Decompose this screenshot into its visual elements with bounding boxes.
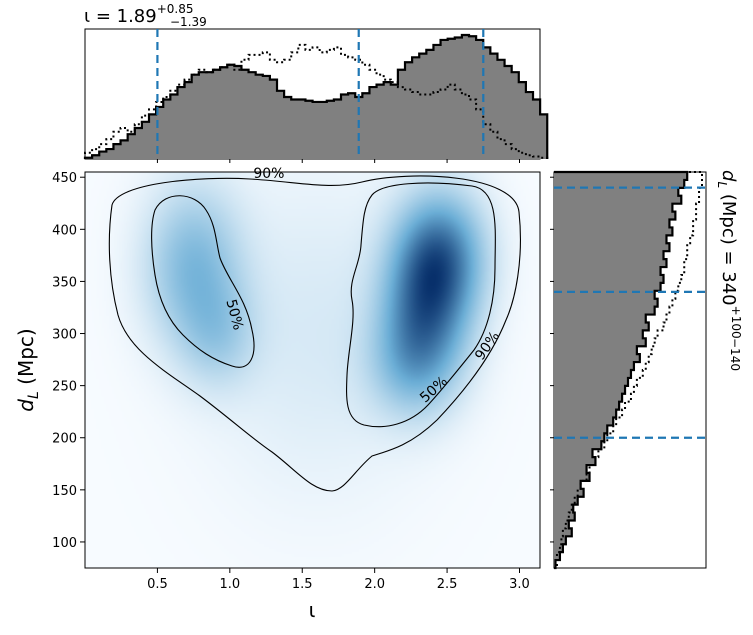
y-tick-label: 400 [52, 223, 77, 238]
dl-histogram-solid [554, 170, 689, 570]
x-tick-label: 2.5 [437, 577, 458, 592]
contour-lines [108, 175, 521, 492]
contour-label: 50% [222, 298, 246, 332]
iota-histogram-fill [85, 35, 548, 159]
top-panel-title: ι = 1.89+0.85 [84, 2, 193, 27]
y-tick-label: 350 [52, 275, 77, 290]
top-panel-title-sub: −1.39 [170, 15, 207, 29]
x-tick-label: 2.0 [364, 577, 385, 592]
right-panel-title: dL (Mpc) = 340+100 [715, 170, 743, 339]
contour-90 [108, 175, 521, 492]
density-map [85, 172, 540, 568]
right-histogram-panel [550, 170, 707, 570]
x-tick-label: 3.0 [509, 577, 530, 592]
density-panel: 90%50%50%90% 0.5 1.0 1.5 2.0 2.5 3.0 10015020… [52, 166, 541, 592]
y-axis-label: dL (Mpc) [14, 328, 42, 411]
x-tick-label: 1.0 [219, 577, 240, 592]
iota-histogram-solid [83, 33, 549, 159]
x-axis-label: ι [309, 598, 316, 622]
contour-50-left [151, 195, 255, 368]
y-tick-label: 300 [52, 328, 77, 343]
right-panel-title-sub: −140 [728, 338, 742, 371]
density-panel-frame [84, 171, 541, 569]
dl-histogram-fill [554, 172, 688, 568]
y-tick-label: 100 [52, 536, 77, 551]
x-tick-label: 0.5 [147, 577, 168, 592]
top-histogram-panel [83, 28, 549, 163]
x-axis-ticks: 0.5 1.0 1.5 2.0 2.5 3.0 [147, 568, 530, 592]
y-tick-label: 250 [52, 380, 77, 395]
y-tick-label: 150 [52, 484, 77, 499]
y-tick-label: 200 [52, 432, 77, 447]
x-tick-label: 1.5 [292, 577, 313, 592]
y-tick-label: 450 [52, 171, 77, 186]
contour-label: 90% [253, 166, 284, 182]
contour-50-right [346, 182, 496, 428]
y-axis-ticks: 100 150 200 250 300 350 400 450 [52, 171, 85, 551]
